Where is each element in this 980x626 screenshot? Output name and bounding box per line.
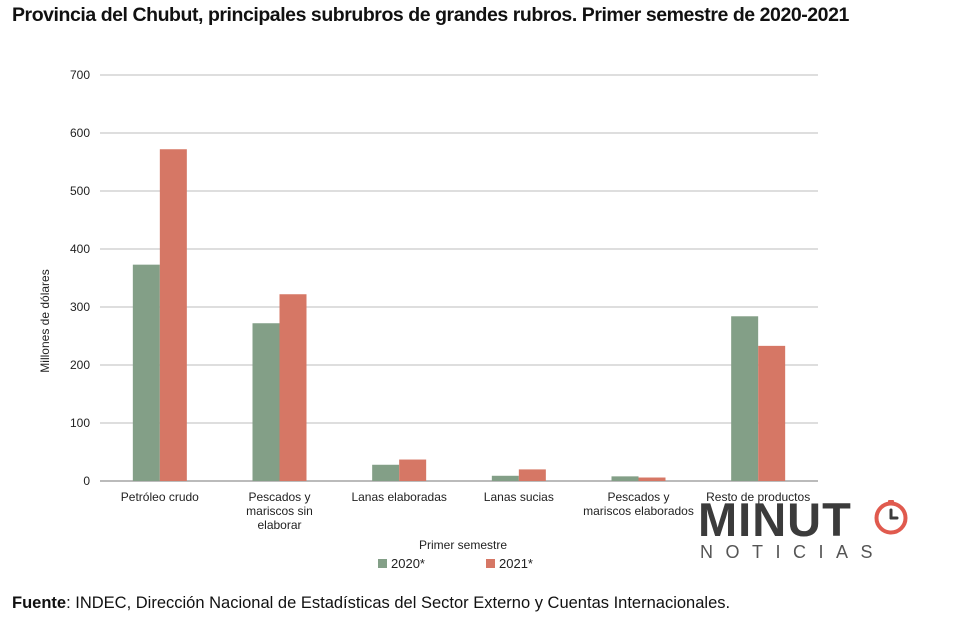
y-tick-label: 100 [70, 416, 90, 430]
x-tick-label-line: Lanas sucias [484, 490, 554, 504]
bar [132, 264, 160, 481]
y-axis-label: Millones de dólares [38, 269, 52, 372]
bar [611, 476, 639, 481]
x-tick-label: Petróleo crudo [121, 490, 199, 504]
x-tick-label-line: mariscos elaborados [583, 504, 694, 518]
y-tick-label: 200 [70, 358, 90, 372]
bar [279, 294, 307, 481]
legend-swatch [486, 559, 495, 568]
x-tick-label-line: mariscos sin [246, 504, 313, 518]
source-note: Fuente: INDEC, Dirección Nacional de Est… [12, 594, 730, 613]
legend-label: 2021* [499, 556, 533, 571]
minuto-noticias-logo: MINUT NOTICIAS [698, 495, 923, 567]
bar [731, 316, 759, 481]
legend-label: 2020* [391, 556, 425, 571]
bar [758, 345, 786, 481]
bar [159, 149, 187, 482]
x-tick-label: Pescados y mariscos elaborados [583, 490, 694, 518]
clock-icon [874, 500, 908, 535]
x-axis-label: Primer semestre [419, 538, 507, 552]
y-tick-label: 700 [70, 68, 90, 82]
legend-swatch [378, 559, 387, 568]
y-tick-label: 400 [70, 242, 90, 256]
x-tick-label-line: Lanas elaboradas [351, 490, 446, 504]
source-text: : INDEC, Dirección Nacional de Estadísti… [66, 594, 731, 612]
x-tick-label-line: Pescados y [248, 490, 310, 504]
x-tick-label: Lanas sucias [484, 490, 554, 504]
x-tick-label-line: Petróleo crudo [121, 490, 199, 504]
source-label: Fuente [12, 594, 67, 612]
bar [399, 459, 427, 481]
x-tick-label-line: elaborar [257, 518, 301, 532]
logo-sub-text: NOTICIAS [700, 542, 886, 562]
x-tick-label: Pescados y mariscos sin elaborar [246, 490, 313, 532]
x-tick-label: Lanas elaboradas [351, 490, 446, 504]
chart-title: Provincia del Chubut, principales subrub… [12, 4, 849, 26]
x-tick-label: Resto de productos [706, 490, 810, 504]
x-tick-label-line: Resto de productos [706, 490, 810, 504]
bar [638, 477, 666, 481]
y-tick-label: 0 [83, 474, 90, 488]
logo-main-text: MINUT [698, 493, 852, 546]
x-tick-label-line: Pescados y [607, 490, 669, 504]
y-tick-label: 600 [70, 126, 90, 140]
bar [491, 475, 519, 481]
y-tick-label: 300 [70, 300, 90, 314]
bar [252, 323, 280, 481]
y-tick-label: 500 [70, 184, 90, 198]
bar [518, 469, 546, 481]
bar [372, 464, 400, 481]
